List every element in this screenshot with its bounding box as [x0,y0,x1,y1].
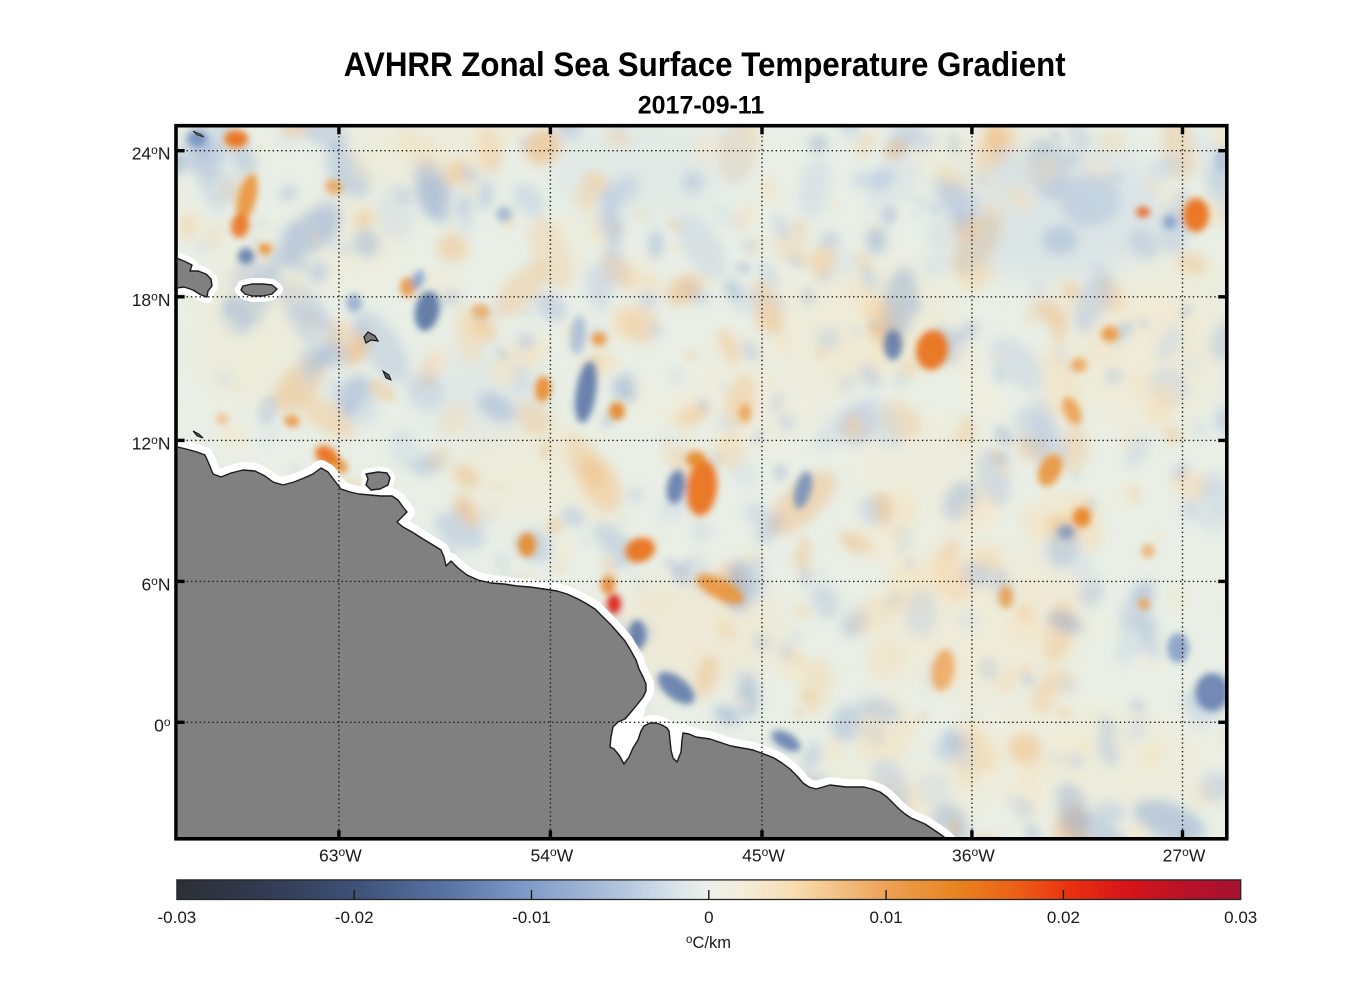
svg-text:54oW: 54oW [531,845,574,866]
svg-text:6oN: 6oN [141,574,170,595]
svg-text:0.03: 0.03 [1224,908,1257,927]
svg-text:0o: 0o [154,715,171,736]
svg-text:-0.02: -0.02 [335,908,374,927]
svg-text:18oN: 18oN [132,289,171,310]
svg-text:12oN: 12oN [132,433,171,454]
svg-text:63oW: 63oW [319,845,362,866]
svg-text:0.01: 0.01 [870,908,903,927]
svg-text:0: 0 [704,908,713,927]
svg-text:27oW: 27oW [1163,845,1206,866]
svg-text:2017-09-11: 2017-09-11 [638,92,765,120]
svg-text:36oW: 36oW [952,845,995,866]
svg-text:oC/km: oC/km [686,934,731,952]
svg-text:45oW: 45oW [742,845,785,866]
svg-text:0.02: 0.02 [1047,908,1080,927]
svg-text:AVHRR Zonal Sea Surface Temper: AVHRR Zonal Sea Surface Temperature Grad… [344,46,1066,84]
svg-text:24oN: 24oN [132,143,171,164]
svg-text:-0.03: -0.03 [158,908,197,927]
svg-text:-0.01: -0.01 [512,908,551,927]
